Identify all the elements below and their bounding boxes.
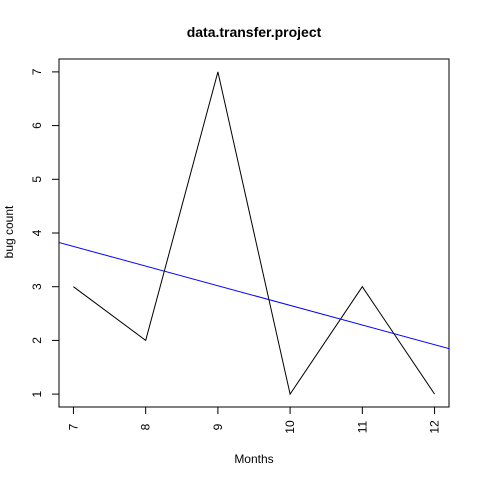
series-line-bug-count — [73, 71, 436, 396]
x-tick-label: 9 — [211, 423, 225, 430]
y-tick-label: 5 — [30, 176, 44, 183]
x-tick-label: 7 — [66, 423, 80, 430]
x-tick-label: 8 — [139, 423, 153, 430]
chart-title: data.transfer.project — [187, 24, 322, 40]
plot-area — [59, 71, 449, 396]
x-axis-label: Months — [234, 452, 273, 466]
y-tick-label: 2 — [30, 337, 44, 344]
trend-line — [59, 242, 449, 350]
x-tick-label: 12 — [428, 420, 442, 434]
x-tick-label: 11 — [355, 420, 369, 433]
y-tick-label: 7 — [30, 68, 44, 75]
y-axis-label: bug count — [2, 205, 16, 258]
x-tick-label: 10 — [283, 420, 297, 434]
y-tick-label: 1 — [30, 390, 44, 397]
y-tick-label: 3 — [30, 283, 44, 290]
y-tick-label: 4 — [30, 229, 44, 236]
y-tick-label: 6 — [30, 122, 44, 129]
